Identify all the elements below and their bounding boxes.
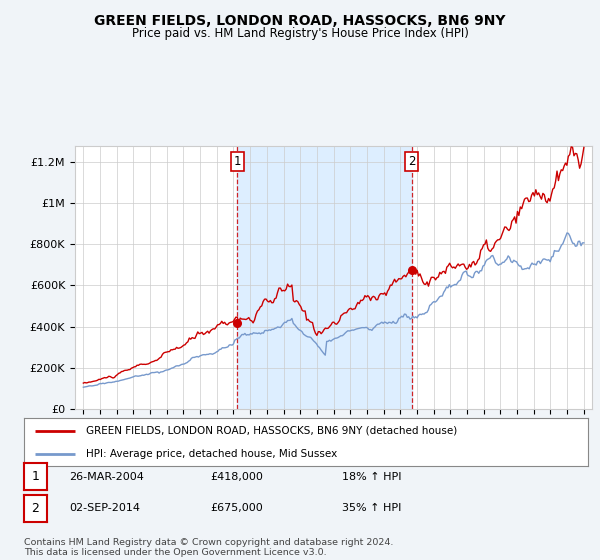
Text: 1: 1 xyxy=(31,470,40,483)
Text: 18% ↑ HPI: 18% ↑ HPI xyxy=(342,472,401,482)
Text: 35% ↑ HPI: 35% ↑ HPI xyxy=(342,503,401,514)
Text: Contains HM Land Registry data © Crown copyright and database right 2024.
This d: Contains HM Land Registry data © Crown c… xyxy=(24,538,394,557)
Text: GREEN FIELDS, LONDON ROAD, HASSOCKS, BN6 9NY (detached house): GREEN FIELDS, LONDON ROAD, HASSOCKS, BN6… xyxy=(86,426,457,436)
Text: £418,000: £418,000 xyxy=(210,472,263,482)
Bar xyxy=(238,146,412,409)
Text: 02-SEP-2014: 02-SEP-2014 xyxy=(69,503,140,514)
Text: £675,000: £675,000 xyxy=(210,503,263,514)
Text: 2: 2 xyxy=(31,502,40,515)
Text: 26-MAR-2004: 26-MAR-2004 xyxy=(69,472,144,482)
Text: 2: 2 xyxy=(408,155,415,168)
Text: Price paid vs. HM Land Registry's House Price Index (HPI): Price paid vs. HM Land Registry's House … xyxy=(131,27,469,40)
Text: GREEN FIELDS, LONDON ROAD, HASSOCKS, BN6 9NY: GREEN FIELDS, LONDON ROAD, HASSOCKS, BN6… xyxy=(94,14,506,28)
Text: 1: 1 xyxy=(233,155,241,168)
Text: HPI: Average price, detached house, Mid Sussex: HPI: Average price, detached house, Mid … xyxy=(86,449,337,459)
